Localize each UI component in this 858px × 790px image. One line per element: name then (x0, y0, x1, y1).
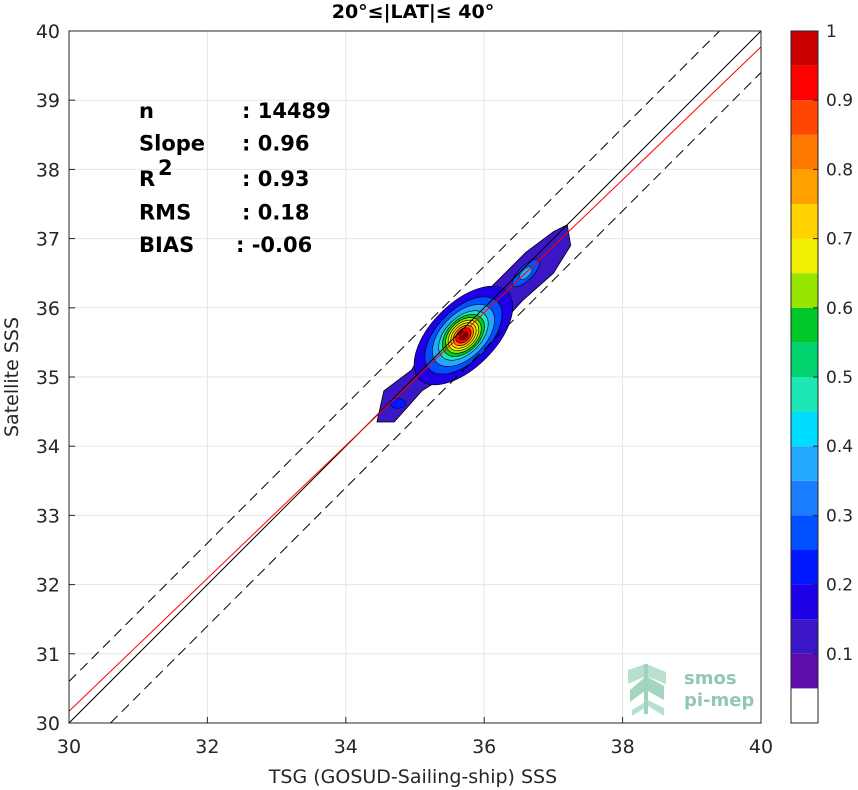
colorbar-swatch-4 (791, 550, 818, 585)
stat-value-2: : 0.93 (242, 167, 310, 191)
fit-line (68, 46, 762, 712)
y-tick-label-9: 39 (36, 90, 60, 112)
colorbar-tick-label-9: 1 (826, 22, 837, 42)
stat-value-3: : 0.18 (242, 201, 310, 225)
logo-line2: pi-mep (684, 690, 754, 711)
colorbar-swatch-15 (791, 169, 818, 204)
colorbar-tick-label-6: 0.7 (826, 230, 853, 250)
colorbar-tick-label-7: 0.8 (826, 160, 853, 180)
colorbar-swatch-6 (791, 480, 818, 516)
y-tick-label-0: 30 (36, 713, 60, 735)
stat-label-2: R (139, 167, 155, 191)
x-tick-label-0: 30 (57, 736, 81, 758)
density-level-11 (458, 330, 469, 341)
stat-label-0: n (139, 99, 154, 123)
logo-line1: smos (684, 668, 737, 689)
stat-label-sup-2: 2 (158, 156, 173, 180)
chart-title: 20°≤|LAT|≤ 40° (332, 1, 495, 23)
identity-line (68, 30, 762, 724)
y-tick-label-1: 31 (36, 644, 60, 666)
colorbar-swatch-14 (791, 204, 818, 239)
colorbar-swatch-7 (791, 446, 818, 481)
stat-value-4: : -0.06 (236, 233, 312, 257)
colorbar-swatch-0 (791, 688, 818, 723)
colorbar-swatch-9 (791, 377, 818, 412)
colorbar-swatch-8 (791, 411, 818, 447)
y-tick-label-2: 32 (36, 575, 60, 597)
y-tick-label-7: 37 (36, 229, 60, 251)
colorbar-tick-label-1: 0.2 (826, 576, 853, 596)
x-tick-label-1: 32 (195, 736, 219, 758)
x-tick-label-3: 36 (472, 736, 496, 758)
colorbar-swatch-13 (791, 238, 818, 274)
colorbar-swatch-5 (791, 515, 818, 550)
colorbar-swatch-12 (791, 273, 818, 308)
stat-label-4: BIAS (139, 233, 194, 257)
colorbar: 0.1 0.2 0.3 0.4 0.5 0.6 0.7 0.8 0.9 1 (790, 22, 853, 724)
stat-label-3: RMS (139, 201, 191, 225)
y-tick-label-10: 40 (36, 21, 60, 43)
colorbar-swatch-3 (791, 584, 818, 620)
colorbar-tick-label-5: 0.6 (826, 299, 853, 319)
lower_bound-line (110, 72, 762, 724)
reference-lines (68, 30, 762, 724)
x-tick-label-4: 38 (611, 736, 635, 758)
logo-graphic (628, 664, 666, 716)
y-tick-label-6: 36 (36, 298, 60, 320)
grid-lines (68, 30, 762, 724)
colorbar-swatch-16 (791, 134, 818, 170)
colorbar-tick-label-2: 0.3 (826, 506, 853, 526)
colorbar-swatch-17 (791, 100, 818, 135)
y-axis-label: Satellite SSS (1, 317, 23, 437)
colorbar-swatch-2 (791, 619, 818, 654)
upper_bound-line (68, 30, 720, 682)
stat-value-1: : 0.96 (242, 132, 310, 156)
smos-pi-mep-logo: smos pi-mep (628, 664, 754, 716)
stats-box: n : 14489 Slope : 0.96 R 2 : 0.93 RMS : 0.18 BIAS… (139, 99, 331, 257)
colorbar-tick-label-4: 0.5 (826, 368, 853, 388)
colorbar-swatch-19 (791, 31, 818, 66)
x-axis-label: TSG (GOSUD-Sailing-ship) SSS (268, 766, 557, 788)
y-tick-label-8: 38 (36, 159, 60, 181)
colorbar-tick-label-0: 0.1 (826, 645, 853, 665)
colorbar-swatch-18 (791, 65, 818, 101)
colorbar-swatch-1 (791, 653, 818, 689)
colorbar-tick-label-8: 0.9 (826, 91, 853, 111)
stat-label-1: Slope (139, 132, 205, 156)
colorbar-swatch-10 (791, 342, 818, 377)
colorbar-swatch-11 (791, 307, 818, 343)
y-tick-label-5: 35 (36, 367, 60, 389)
x-tick-label-5: 40 (749, 736, 773, 758)
y-tick-label-3: 33 (36, 505, 60, 527)
stat-value-0: : 14489 (242, 99, 331, 123)
y-tick-labels: 30 31 32 33 34 35 36 37 38 39 40 (36, 21, 75, 735)
colorbar-tick-label-3: 0.4 (826, 437, 853, 457)
x-tick-labels: 30 32 34 36 38 40 (57, 717, 773, 758)
x-tick-label-2: 34 (334, 736, 358, 758)
y-tick-label-4: 34 (36, 436, 60, 458)
